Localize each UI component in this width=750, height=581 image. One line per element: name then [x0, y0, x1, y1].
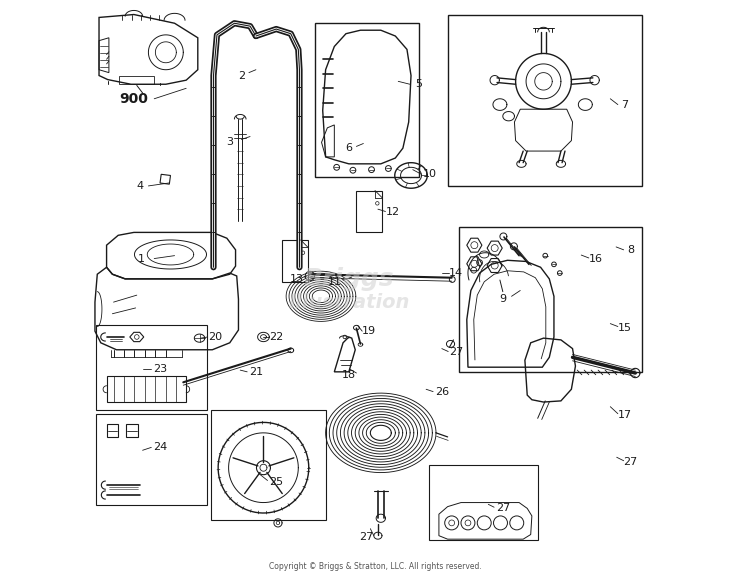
- Text: 23: 23: [153, 364, 167, 374]
- Bar: [448, 15, 642, 186]
- Bar: [96, 325, 206, 410]
- Text: 21: 21: [249, 367, 263, 377]
- Text: 27: 27: [359, 532, 374, 543]
- Text: 18: 18: [342, 370, 356, 380]
- Text: Illustration: Illustration: [288, 293, 410, 311]
- Text: 6: 6: [345, 143, 352, 153]
- Text: 27: 27: [623, 457, 638, 467]
- Text: 3: 3: [226, 137, 233, 148]
- Text: 27: 27: [496, 503, 510, 514]
- Text: 26: 26: [435, 387, 449, 397]
- Text: 10: 10: [423, 169, 437, 180]
- Text: 14: 14: [449, 268, 464, 278]
- Text: 13: 13: [290, 274, 304, 284]
- Text: 25: 25: [269, 477, 284, 487]
- Bar: [211, 410, 326, 520]
- Text: 17: 17: [618, 410, 632, 421]
- Bar: [96, 414, 206, 505]
- Text: 5: 5: [415, 79, 422, 89]
- Text: 8: 8: [627, 245, 634, 255]
- Text: 2: 2: [238, 70, 245, 81]
- Bar: [459, 227, 642, 372]
- Text: 20: 20: [209, 332, 222, 342]
- Text: 24: 24: [153, 442, 167, 453]
- Bar: [314, 23, 419, 177]
- Text: 16: 16: [589, 253, 603, 264]
- Text: 9: 9: [500, 294, 506, 304]
- Text: 27: 27: [449, 346, 464, 357]
- Text: 22: 22: [269, 332, 284, 342]
- Text: 900: 900: [119, 92, 148, 106]
- Text: 12: 12: [386, 207, 400, 217]
- Text: 15: 15: [618, 323, 632, 333]
- Text: Briggs: Briggs: [304, 267, 394, 291]
- Text: 1: 1: [138, 253, 145, 264]
- Text: 19: 19: [362, 326, 376, 336]
- Bar: [429, 465, 538, 540]
- Text: Copyright © Briggs & Stratton, LLC. All rights reserved.: Copyright © Briggs & Stratton, LLC. All …: [268, 562, 482, 571]
- Text: 4: 4: [136, 181, 143, 191]
- Text: 11: 11: [327, 277, 341, 287]
- Text: 7: 7: [621, 99, 628, 110]
